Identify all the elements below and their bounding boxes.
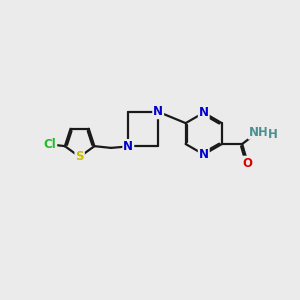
Text: N: N	[199, 148, 209, 161]
Text: NH: NH	[249, 126, 268, 139]
Text: O: O	[242, 157, 253, 169]
Text: H: H	[268, 128, 278, 141]
Text: Cl: Cl	[44, 138, 56, 151]
Text: N: N	[199, 106, 209, 119]
Text: N: N	[123, 140, 133, 153]
Text: N: N	[153, 105, 163, 118]
Text: S: S	[75, 150, 84, 164]
